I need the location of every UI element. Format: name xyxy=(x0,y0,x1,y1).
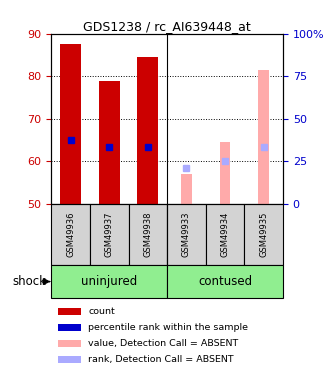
Bar xyxy=(137,57,159,204)
Bar xyxy=(51,204,90,265)
Text: shock: shock xyxy=(13,275,47,288)
Text: GSM49933: GSM49933 xyxy=(182,211,191,257)
Bar xyxy=(128,204,167,265)
Text: contused: contused xyxy=(198,275,252,288)
Bar xyxy=(167,265,283,298)
Bar xyxy=(181,174,192,204)
Text: rank, Detection Call = ABSENT: rank, Detection Call = ABSENT xyxy=(88,355,234,364)
Bar xyxy=(244,204,283,265)
Bar xyxy=(51,265,167,298)
Bar xyxy=(58,356,81,363)
Bar xyxy=(220,142,230,204)
Bar xyxy=(167,204,206,265)
Text: GSM49936: GSM49936 xyxy=(66,211,75,257)
Text: GSM49937: GSM49937 xyxy=(105,211,114,257)
Text: count: count xyxy=(88,307,115,316)
Bar xyxy=(58,324,81,331)
Text: uninjured: uninjured xyxy=(81,275,137,288)
Text: percentile rank within the sample: percentile rank within the sample xyxy=(88,323,248,332)
Bar xyxy=(206,204,244,265)
Bar xyxy=(90,204,128,265)
Text: value, Detection Call = ABSENT: value, Detection Call = ABSENT xyxy=(88,339,239,348)
Bar xyxy=(99,81,120,204)
Bar xyxy=(60,44,81,204)
Bar xyxy=(58,340,81,347)
Bar xyxy=(258,70,269,204)
Text: GSM49938: GSM49938 xyxy=(143,211,152,257)
Title: GDS1238 / rc_AI639448_at: GDS1238 / rc_AI639448_at xyxy=(83,20,251,33)
Bar xyxy=(58,308,81,315)
Text: GSM49934: GSM49934 xyxy=(220,212,230,257)
Text: GSM49935: GSM49935 xyxy=(259,212,268,257)
